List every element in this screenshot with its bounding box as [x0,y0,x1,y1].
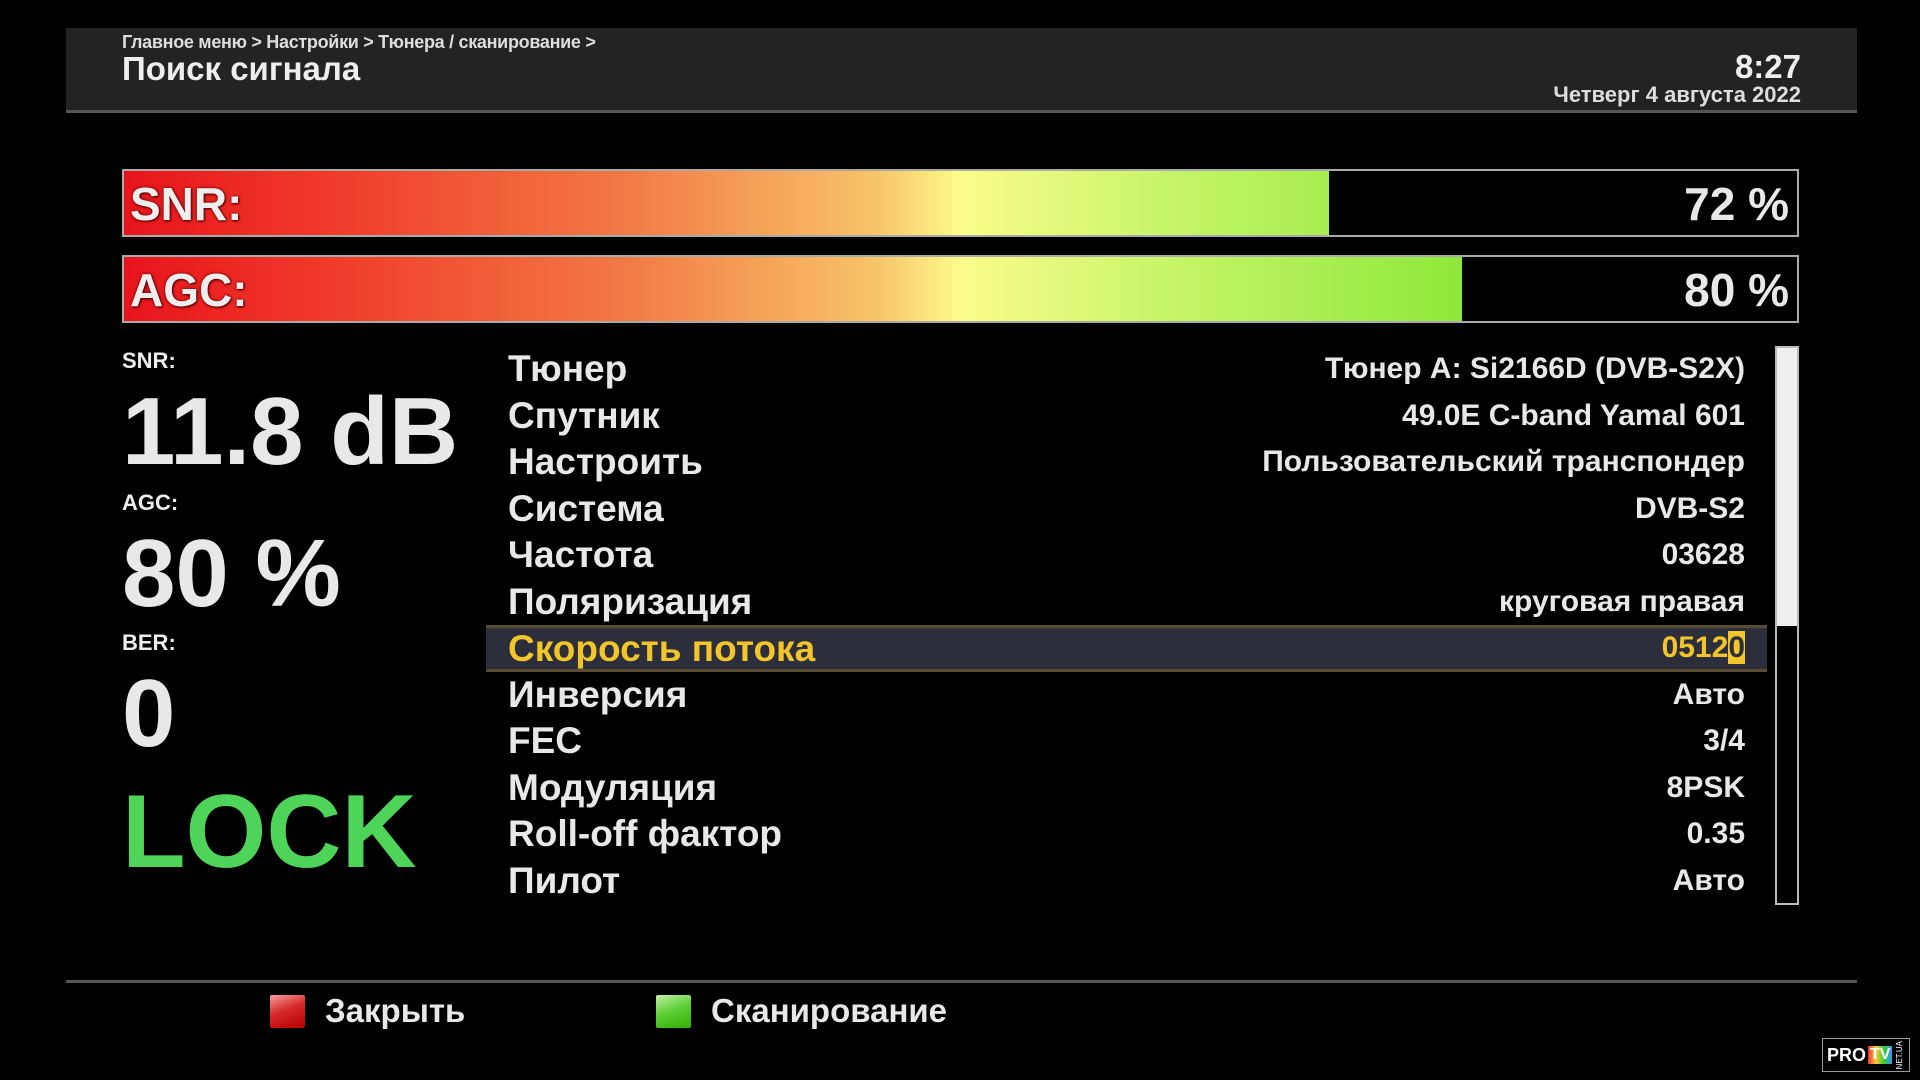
edit-cursor: 0 [1728,631,1745,664]
page-title: Поиск сигнала [122,50,361,87]
agc-value: 80 % [122,520,341,627]
green-key-icon [656,994,691,1028]
param-label: Настроить [508,441,703,482]
agc-bar-percent: 80 % [1684,264,1789,316]
param-value-text: Авто [1672,677,1745,711]
param-row[interactable]: Поляризация круговая правая [486,579,1767,626]
close-label: Закрыть [325,992,466,1029]
param-value-text: Авто [1672,863,1745,897]
ber-value: 0 [122,660,176,767]
snr-bar: SNR: 72 % [122,169,1799,237]
param-value-text: Тюнер A: Si2166D (DVB-S2X) [1324,352,1745,385]
param-label: Тюнер [508,348,628,389]
breadcrumb: Главное меню > Настройки > Тюнера / скан… [122,32,596,52]
param-value-text: DVB-S2 [1634,491,1745,525]
header-bar: Главное меню > Настройки > Тюнера / скан… [66,28,1857,113]
param-label: Roll-off фактор [508,813,783,854]
param-row[interactable]: Система DVB-S2 [486,486,1767,533]
snr-bar-label: SNR: [130,178,243,230]
parameter-list: Тюнер Тюнер A: Si2166D (DVB-S2X) Спутник 49… [486,346,1767,904]
param-value: 03628 [1662,538,1745,572]
param-value: 0.35 [1687,817,1745,851]
snr-label: SNR: [122,348,176,373]
close-button[interactable]: Закрыть [270,992,466,1029]
param-row[interactable]: FEC 3/4 [486,718,1767,765]
footer-divider [66,980,1857,983]
param-value: Авто [1673,864,1745,898]
param-value: 8PSK [1667,771,1745,805]
param-label: Инверсия [508,673,688,715]
param-value: Тюнер A: Si2166D (DVB-S2X) [1325,352,1745,386]
param-row-selected[interactable]: Скорость потока 05120 [486,625,1767,672]
param-value: Авто [1673,678,1745,712]
snr-bar-percent: 72 % [1684,178,1789,230]
param-row[interactable]: Спутник 49.0E C-band Yamal 601 [486,393,1767,440]
snr-value: 11.8 dB [122,378,459,485]
param-value: 3/4 [1703,724,1745,758]
lock-status: LOCK [122,774,417,890]
param-value-text: 0512 [1661,631,1729,664]
param-row[interactable]: Настроить Пользовательский транспондер [486,439,1767,486]
agc-bar-label: AGC: [130,264,248,316]
param-label: Скорость потока [508,628,816,669]
param-row[interactable]: Пилот Авто [486,858,1767,905]
param-label: Частота [508,534,654,575]
clock-date: Четверг 4 августа 2022 [1553,82,1801,107]
agc-label: AGC: [122,490,179,515]
scan-label: Сканирование [711,992,948,1029]
param-label: Спутник [508,394,660,436]
param-value-text: 0.35 [1686,817,1745,850]
agc-bar: AGC: 80 % [122,255,1799,323]
param-value: Пользовательский транспондер [1262,445,1745,479]
param-row[interactable]: Модуляция 8PSK [486,765,1767,812]
param-value-text: 03628 [1661,538,1745,571]
param-label: Поляризация [508,580,753,622]
param-label: FEC [508,720,582,761]
param-label: Модуляция [508,766,718,808]
ber-label: BER: [122,630,176,655]
param-value: 49.0E C-band Yamal 601 [1402,399,1745,433]
red-key-icon [270,994,305,1028]
param-value-text: Пользовательский транспондер [1262,445,1745,478]
param-row[interactable]: Тюнер Тюнер A: Si2166D (DVB-S2X) [486,346,1767,393]
snr-bar-fill [124,171,1329,235]
param-row[interactable]: Roll-off фактор 0.35 [486,811,1767,858]
param-label: Система [508,487,664,529]
param-value-text: 49.0E C-band Yamal 601 [1402,398,1745,432]
param-row[interactable]: Инверсия Авто [486,672,1767,719]
scrollbar[interactable] [1775,346,1799,905]
scrollbar-thumb[interactable] [1777,348,1797,626]
param-row[interactable]: Частота 03628 [486,532,1767,579]
param-value: круговая правая [1499,585,1745,619]
param-value-text: круговая правая [1499,584,1745,618]
watermark-logo: PRO TV NET.UA [1822,1038,1910,1072]
param-value-text: 3/4 [1703,724,1745,757]
clock-time: 8:27 [1734,48,1801,85]
param-label: Пилот [508,859,621,901]
param-value: DVB-S2 [1635,492,1745,526]
param-value-text: 8PSK [1666,770,1745,804]
scan-button[interactable]: Сканирование [656,992,948,1029]
agc-bar-fill [124,257,1463,321]
param-value[interactable]: 05120 [1662,631,1745,665]
